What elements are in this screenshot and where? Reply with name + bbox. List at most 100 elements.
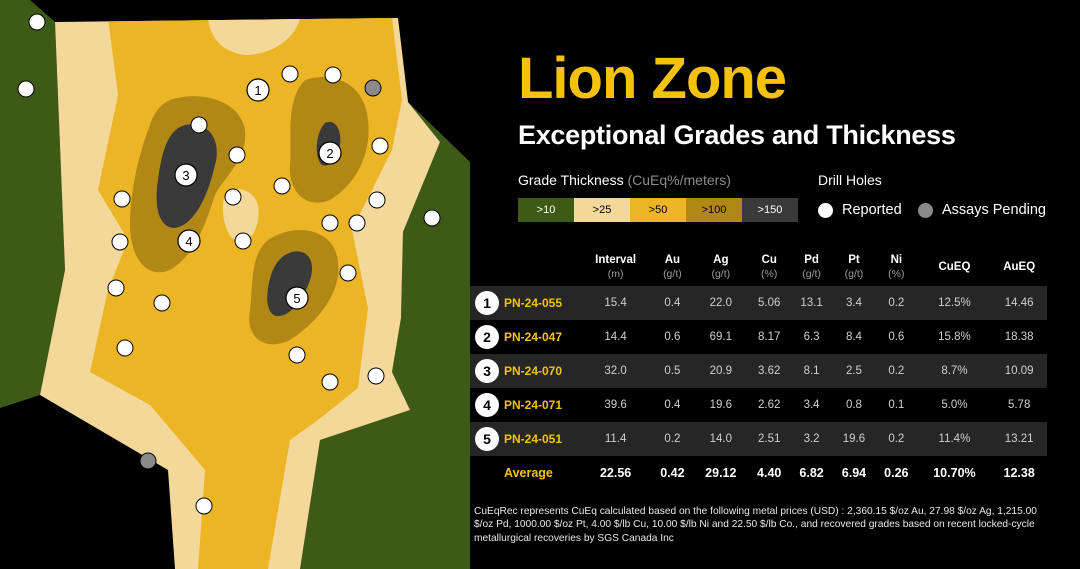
svg-text:2: 2 bbox=[326, 146, 333, 161]
value-cell: 8.1 bbox=[790, 354, 833, 388]
value-cell: 0.4 bbox=[664, 399, 681, 411]
value-cell: 3.4 bbox=[803, 399, 820, 411]
value-cell: 32.0 bbox=[580, 354, 652, 388]
hole-label-4: 4 bbox=[177, 229, 201, 253]
zone-gt10-west bbox=[0, 0, 65, 408]
row-number-cell: 1 bbox=[470, 286, 504, 320]
average-value-cell: 6.94 bbox=[841, 466, 867, 480]
pending-dot-icon bbox=[918, 202, 933, 218]
legend-swatch: >150 bbox=[742, 198, 798, 222]
average-value-cell: 0.26 bbox=[884, 466, 909, 480]
row-number-badge: 2 bbox=[475, 325, 499, 349]
column-header: Interval (m) bbox=[580, 248, 651, 286]
value-cell: 0.2 bbox=[875, 422, 918, 456]
value-cell: 6.3 bbox=[803, 331, 820, 343]
value-cell: 8.4 bbox=[845, 331, 862, 343]
legend-swatch: >10 bbox=[518, 198, 574, 222]
column-header: Cu (%) bbox=[748, 248, 790, 286]
value-cell: 0.2 bbox=[875, 286, 918, 320]
column-header-name: Interval bbox=[595, 254, 637, 267]
drill-hole-reported bbox=[224, 188, 242, 206]
value-cell: 3.2 bbox=[790, 422, 833, 456]
page-subtitle: Exceptional Grades and Thickness bbox=[518, 120, 956, 150]
legend-pending-label: Assays Pending bbox=[942, 202, 1046, 218]
drill-hole-reported bbox=[111, 233, 129, 251]
drill-hole-reported bbox=[339, 264, 357, 282]
drill-hole-reported bbox=[423, 209, 441, 227]
value-cell: 5.06 bbox=[748, 286, 791, 320]
value-cell: 69.1 bbox=[709, 331, 732, 343]
value-cell: 2.62 bbox=[758, 399, 781, 411]
value-cell: 15.4 bbox=[580, 286, 652, 320]
column-header-unit: (g/t) bbox=[663, 267, 682, 280]
row-number-badge: 3 bbox=[475, 359, 499, 383]
drill-hole-pending bbox=[139, 452, 157, 470]
drill-hole-reported bbox=[288, 346, 306, 364]
hole-label-5: 5 bbox=[285, 286, 309, 310]
column-header-unit: (%) bbox=[888, 267, 905, 280]
column-header-unit: (%) bbox=[761, 267, 778, 280]
column-header: Pd (g/t) bbox=[790, 248, 832, 286]
svg-text:4: 4 bbox=[185, 234, 192, 249]
table-row: 1 PN-24-055 15.4 0.4 22.0 5.06 13.1 3.4 0.2 12.5%… bbox=[470, 286, 1047, 320]
average-value-cell: 4.40 bbox=[757, 466, 782, 480]
header-spacer bbox=[470, 248, 504, 286]
column-header-name: Pt bbox=[848, 254, 860, 267]
row-number-cell: 4 bbox=[470, 388, 504, 422]
zone-gt150-c bbox=[267, 251, 312, 317]
average-value-cell: 0.42 bbox=[660, 466, 685, 480]
drill-hole-reported bbox=[107, 279, 125, 297]
zone-gt25-corner bbox=[208, 18, 300, 55]
drill-hole-reported bbox=[28, 13, 46, 31]
value-cell: 0.4 bbox=[651, 286, 694, 320]
column-header: Ag (g/t) bbox=[694, 248, 748, 286]
value-cell: 5.78 bbox=[1007, 399, 1031, 411]
column-header-unit: (g/t) bbox=[711, 267, 731, 280]
value-cell: 19.6 bbox=[709, 399, 732, 411]
drill-hole-reported bbox=[113, 190, 131, 208]
table-row: 3 PN-24-070 32.0 0.5 20.9 3.62 8.1 2.5 0.2 8.7% 10… bbox=[470, 354, 1047, 388]
value-cell: 11.4% bbox=[917, 422, 992, 456]
svg-text:1: 1 bbox=[254, 83, 261, 98]
legend-swatch: >50 bbox=[630, 198, 686, 222]
column-header: Ni (%) bbox=[875, 248, 917, 286]
average-value-cell: 29.12 bbox=[705, 466, 737, 480]
average-value-cell: 6.82 bbox=[799, 466, 824, 480]
hole-id-cell: PN-24-047 bbox=[504, 330, 563, 344]
drill-hole-reported bbox=[281, 65, 299, 83]
drill-hole-reported bbox=[368, 191, 386, 209]
value-cell: 39.6 bbox=[604, 399, 627, 411]
table-row: 2 PN-24-047 14.4 0.6 69.1 8.17 6.3 8.4 0.6 15.8% 1… bbox=[470, 320, 1047, 354]
value-cell: 8.7% bbox=[917, 354, 992, 388]
value-cell: 5.0% bbox=[941, 399, 968, 411]
hole-id-cell: PN-24-070 bbox=[504, 354, 580, 388]
column-header-name: Cu bbox=[761, 254, 777, 267]
hole-id-cell: PN-24-055 bbox=[504, 286, 580, 320]
hole-label-2: 2 bbox=[318, 141, 342, 165]
value-cell: 14.4 bbox=[604, 331, 627, 343]
value-cell: 0.6 bbox=[664, 331, 681, 343]
column-header-name: Pd bbox=[804, 254, 819, 267]
drill-hole-reported bbox=[348, 214, 366, 232]
value-cell: 13.21 bbox=[991, 422, 1047, 456]
drill-hole-reported bbox=[228, 146, 246, 164]
row-number-badge: 4 bbox=[475, 393, 499, 417]
header-spacer bbox=[504, 248, 580, 286]
value-cell: 0.1 bbox=[888, 399, 905, 411]
hole-label-3: 3 bbox=[174, 163, 198, 187]
reported-dot-icon bbox=[818, 202, 833, 218]
drill-hole-reported bbox=[371, 137, 389, 155]
drill-hole-reported bbox=[321, 214, 339, 232]
column-header-name: Au bbox=[664, 254, 681, 267]
assay-results-table: Interval (m) Au (g/t) Ag (g/t) Cu (%) Pd (g/t) Pt(… bbox=[470, 248, 1047, 490]
hole-id-cell: PN-24-051 bbox=[504, 422, 580, 456]
footnote: CuEqRec represents CuEq calculated based… bbox=[474, 506, 1037, 544]
drill-hole-reported bbox=[195, 497, 213, 515]
table-header-row: Interval (m) Au (g/t) Ag (g/t) Cu (%) Pd (g/t) Pt(… bbox=[470, 248, 1047, 286]
row-number-cell: 3 bbox=[470, 354, 504, 388]
column-header: CuEQ bbox=[918, 248, 992, 286]
value-cell: 3.4 bbox=[832, 286, 876, 320]
table-body: 1 PN-24-055 15.4 0.4 22.0 5.06 13.1 3.4 0.2 12.5%… bbox=[470, 286, 1047, 490]
drill-hole-reported bbox=[367, 367, 385, 385]
average-spacer bbox=[470, 456, 504, 490]
